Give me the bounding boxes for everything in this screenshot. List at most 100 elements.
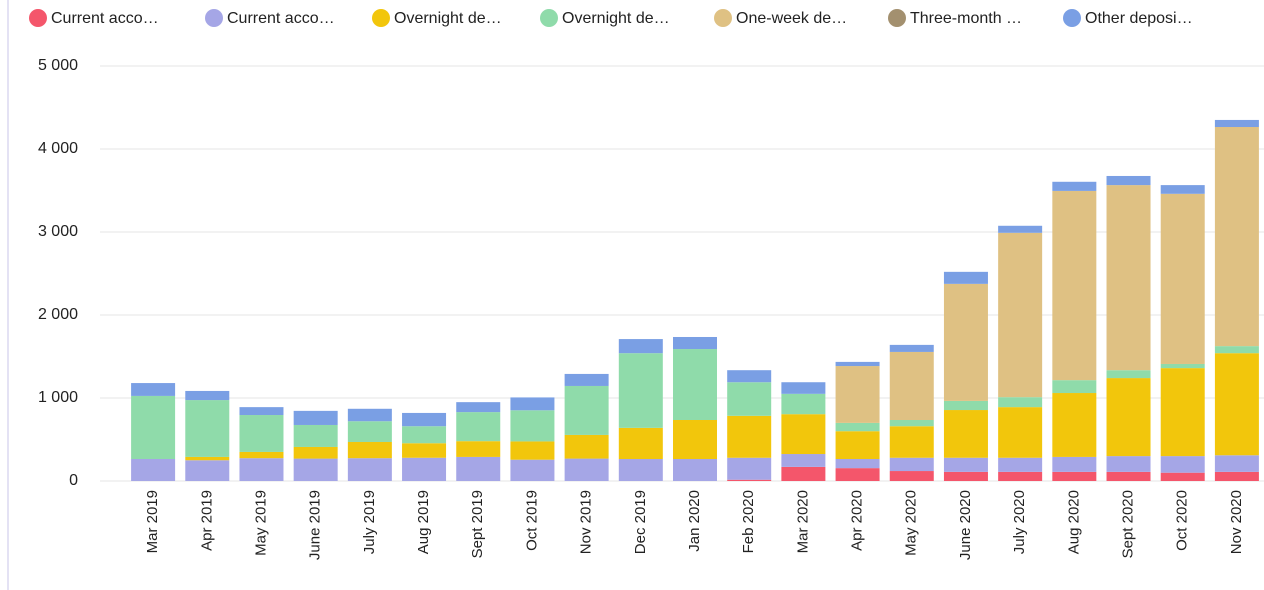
bar-segment (998, 471, 1043, 481)
bar-segment (673, 349, 717, 420)
bar-segment (889, 426, 934, 458)
bar-segment (781, 414, 826, 455)
x-tick-label: Oct 2019 (523, 490, 540, 551)
bar-segment (998, 397, 1043, 408)
bar-segment (618, 459, 663, 481)
bar-segment (835, 361, 880, 367)
bar-segment (943, 283, 988, 401)
x-tick-label: Aug 2020 (1065, 490, 1082, 554)
legend-swatch[interactable] (540, 9, 558, 27)
bar-segment (564, 385, 609, 435)
bar-segment (185, 400, 230, 457)
bar-segment (781, 454, 826, 467)
frame-edge (7, 0, 9, 590)
x-tick-label: Aug 2019 (415, 490, 432, 554)
bar-segment (1160, 472, 1205, 481)
bar-segment (727, 370, 772, 383)
x-tick-label: Mar 2019 (144, 490, 161, 553)
bar-segment (1214, 455, 1259, 472)
bar-segment (998, 232, 1043, 398)
bar-segment (1052, 380, 1097, 394)
legend-label[interactable]: Overnight de… (394, 10, 502, 27)
bar-segment (1106, 378, 1151, 457)
x-tick-label: Apr 2019 (198, 490, 215, 551)
bar-segment (943, 400, 988, 411)
bar-segment (402, 426, 447, 444)
bar-segment (835, 431, 880, 460)
bar-segment (889, 351, 934, 420)
bar-segment (402, 457, 447, 481)
bar-segment (943, 271, 988, 284)
legend-label[interactable]: Current acco… (51, 10, 159, 27)
bar-segment (239, 407, 284, 416)
bar-segment (131, 459, 176, 481)
legend-label[interactable]: Current acco… (227, 10, 335, 27)
bar-segment (727, 382, 772, 416)
bar-segment (510, 397, 555, 411)
bar-segment (402, 443, 447, 458)
bar-segment (998, 225, 1043, 233)
bar-segment (1106, 456, 1151, 472)
y-tick-label: 5 000 (38, 57, 78, 74)
bar-segment (618, 339, 663, 354)
x-tick-label: Dec 2019 (632, 490, 649, 554)
bar-segment (1160, 185, 1205, 194)
bar-segment (673, 336, 717, 350)
bar-segment (1106, 370, 1151, 379)
legend-swatch[interactable] (372, 9, 390, 27)
bar-segment (564, 434, 609, 459)
bar-segment (1160, 368, 1205, 457)
legend-label[interactable]: Overnight de… (562, 10, 670, 27)
bar-segment (1052, 456, 1097, 472)
legend-swatch[interactable] (29, 9, 47, 27)
y-tick-label: 2 000 (38, 306, 78, 323)
x-tick-label: Jan 2020 (686, 490, 703, 552)
bar-segment (1106, 471, 1151, 481)
bar-segment (998, 407, 1043, 458)
x-tick-label: Feb 2020 (740, 490, 757, 553)
bar-segment (456, 441, 501, 457)
bar-segment (347, 408, 392, 422)
bar-segment (1214, 346, 1259, 354)
x-tick-label: Mar 2020 (794, 490, 811, 553)
legend-label[interactable]: Three-month … (910, 10, 1022, 27)
legend-swatch[interactable] (1063, 9, 1081, 27)
bar-segment (889, 419, 934, 427)
x-tick-label: Nov 2020 (1228, 490, 1245, 554)
legend-label[interactable]: Other deposi… (1085, 10, 1193, 27)
bar-segment (239, 451, 284, 459)
bar-segment (293, 446, 338, 459)
y-tick-label: 3 000 (38, 223, 78, 240)
bar-segment (293, 458, 338, 481)
bar-segment (347, 421, 392, 442)
bar-segment (727, 415, 772, 458)
bar-segment (835, 459, 880, 469)
bar-segment (564, 458, 609, 481)
bar-segment (1214, 119, 1259, 128)
bar-segment (1214, 353, 1259, 456)
bar-segment (889, 457, 934, 472)
bar-segment (673, 459, 717, 481)
bar-segment (889, 471, 934, 481)
bar-segment (835, 366, 880, 423)
y-tick-label: 1 000 (38, 389, 78, 406)
bar-segment (1052, 393, 1097, 457)
x-tick-label: June 2020 (957, 490, 974, 560)
x-tick-label: July 2020 (1011, 490, 1028, 554)
legend-label[interactable]: One-week de… (736, 10, 847, 27)
legend-swatch[interactable] (888, 9, 906, 27)
bar-segment (1160, 456, 1205, 473)
bar-segment (239, 458, 284, 481)
bar-segment (456, 412, 501, 442)
bar-segment (1052, 190, 1097, 381)
bar-segment (1052, 181, 1097, 191)
bar-segment (727, 457, 772, 480)
y-tick-label: 0 (69, 472, 78, 489)
legend-swatch[interactable] (714, 9, 732, 27)
bar-segment (998, 457, 1043, 472)
legend-swatch[interactable] (205, 9, 223, 27)
bar-segment (456, 456, 501, 481)
bar-segment (293, 424, 338, 447)
bar-segment (564, 373, 609, 386)
